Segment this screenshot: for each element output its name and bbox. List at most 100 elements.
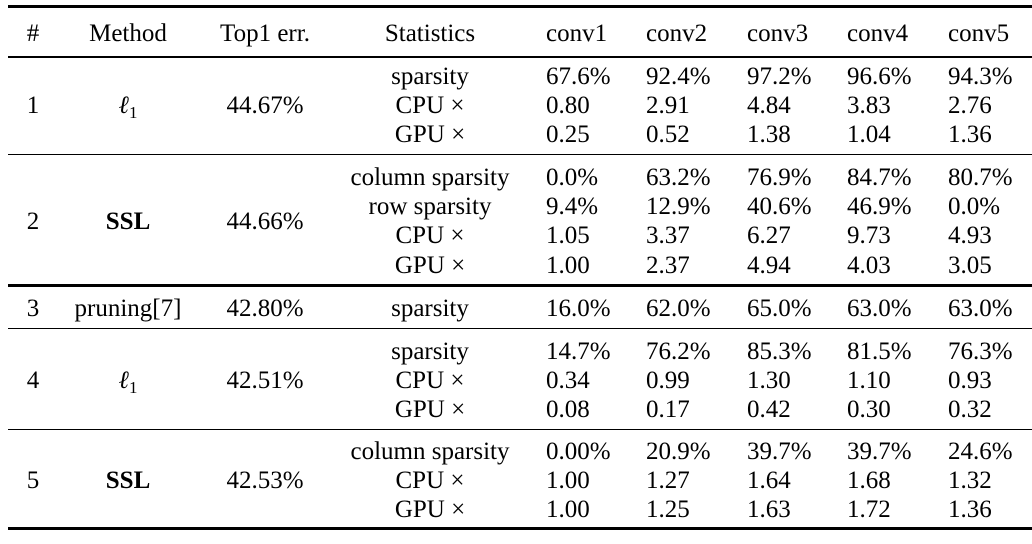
conv2-value: 92.4% (646, 63, 711, 90)
statistic-label: row sparsity (368, 193, 492, 221)
conv3-value: 4.94 (747, 251, 791, 279)
conv1-value: 1.05 (546, 222, 590, 250)
conv3-value: 1.64 (747, 467, 791, 495)
header-conv1: conv1 (546, 20, 608, 47)
conv2-value: 3.37 (646, 222, 690, 250)
row-number: 4 (26, 367, 40, 395)
conv3-value: 85.3% (747, 338, 812, 365)
conv3-value: 40.6% (747, 193, 812, 221)
conv5-value: 0.93 (948, 367, 992, 395)
row-rule (8, 284, 1032, 287)
conv2-value: 2.37 (646, 251, 690, 279)
conv5-value: 1.36 (948, 121, 992, 149)
conv4-value: 1.10 (847, 367, 891, 395)
statistic-label: column sparsity (350, 164, 510, 191)
conv3-value: 65.0% (747, 295, 812, 322)
conv4-value: 96.6% (847, 63, 912, 90)
conv4-value: 84.7% (847, 164, 912, 191)
row-number: 3 (26, 295, 40, 322)
header-top1: Top1 err. (220, 20, 310, 47)
conv1-value: 0.00% (546, 438, 611, 465)
statistic-label: GPU × (394, 121, 466, 149)
header-rule (8, 56, 1032, 58)
header-conv4: conv4 (847, 20, 909, 47)
conv3-value: 4.84 (747, 92, 791, 120)
row-number: 5 (26, 467, 40, 495)
conv2-value: 63.2% (646, 164, 711, 191)
conv5-value: 1.32 (948, 467, 992, 495)
conv5-value: 4.93 (948, 222, 992, 250)
conv3-value: 6.27 (747, 222, 791, 250)
statistic-label: GPU × (394, 496, 466, 524)
method-name: pruning[7] (74, 295, 182, 322)
conv2-value: 12.9% (646, 193, 711, 221)
conv4-value: 0.30 (847, 396, 891, 424)
conv3-value: 76.9% (747, 164, 812, 191)
statistic-label: column sparsity (350, 438, 510, 465)
conv2-value: 76.2% (646, 338, 711, 365)
top1-error: 44.67% (226, 92, 304, 120)
method-name: ℓ1 (119, 91, 138, 127)
conv2-value: 20.9% (646, 438, 711, 465)
statistic-label: CPU × (395, 467, 465, 495)
top1-error: 42.51% (226, 367, 304, 395)
conv2-value: 62.0% (646, 295, 711, 322)
method-name: SSL (105, 207, 151, 235)
conv2-value: 1.25 (646, 496, 690, 524)
method-symbol: ℓ (118, 92, 129, 120)
conv4-value: 63.0% (847, 295, 912, 322)
conv5-value: 0.32 (948, 396, 992, 424)
conv5-value: 80.7% (948, 164, 1013, 191)
top1-error: 42.53% (226, 467, 304, 495)
header-conv3: conv3 (747, 20, 809, 47)
conv2-value: 0.17 (646, 396, 690, 424)
conv1-value: 0.80 (546, 92, 590, 120)
conv1-value: 0.25 (546, 121, 590, 149)
row-rule (8, 429, 1032, 430)
conv3-value: 1.30 (747, 367, 791, 395)
conv5-value: 0.0% (948, 193, 1001, 221)
conv1-value: 1.00 (546, 496, 590, 524)
conv4-value: 46.9% (847, 193, 912, 221)
conv4-value: 39.7% (847, 438, 912, 465)
statistic-label: CPU × (395, 367, 465, 395)
conv1-value: 14.7% (546, 338, 611, 365)
conv5-value: 76.3% (948, 338, 1013, 365)
statistic-label: CPU × (395, 92, 465, 120)
top-rule (8, 5, 1032, 8)
statistic-label: CPU × (395, 222, 465, 250)
conv5-value: 1.36 (948, 496, 992, 524)
conv5-value: 94.3% (948, 63, 1013, 90)
statistic-label: sparsity (391, 63, 469, 90)
conv4-value: 1.72 (847, 496, 891, 524)
statistic-label: GPU × (394, 251, 466, 279)
method-subscript: 1 (128, 103, 138, 123)
conv4-value: 9.73 (847, 222, 891, 250)
row-rule (8, 328, 1032, 329)
row-rule (8, 154, 1032, 155)
header-method: Method (89, 20, 167, 47)
conv3-value: 1.38 (747, 121, 791, 149)
conv4-value: 4.03 (847, 251, 891, 279)
conv3-value: 0.42 (747, 396, 791, 424)
method-name: SSL (105, 467, 151, 495)
header-conv2: conv2 (646, 20, 708, 47)
conv1-value: 1.00 (546, 251, 590, 279)
conv1-value: 67.6% (546, 63, 611, 90)
conv4-value: 1.04 (847, 121, 891, 149)
statistic-label: sparsity (391, 338, 469, 365)
method-symbol: ℓ (118, 367, 129, 395)
conv3-value: 97.2% (747, 63, 812, 90)
conv1-value: 0.0% (546, 164, 599, 191)
conv4-value: 81.5% (847, 338, 912, 365)
conv1-value: 0.34 (546, 367, 590, 395)
conv2-value: 1.27 (646, 467, 690, 495)
statistic-label: sparsity (391, 295, 469, 322)
header-num: # (26, 20, 40, 47)
row-number: 1 (26, 92, 40, 120)
statistic-label: GPU × (394, 396, 466, 424)
conv3-value: 1.63 (747, 496, 791, 524)
conv2-value: 0.52 (646, 121, 690, 149)
top1-error: 44.66% (226, 207, 304, 235)
